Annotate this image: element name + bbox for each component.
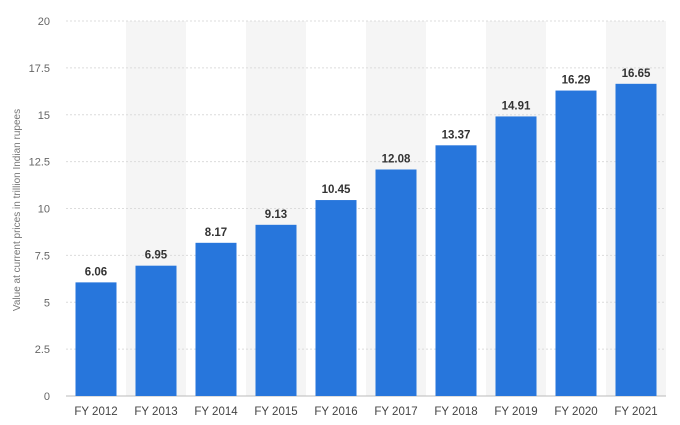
x-tick-label: FY 2012 xyxy=(74,406,117,418)
bar xyxy=(135,265,177,396)
data-label: 6.95 xyxy=(145,250,168,262)
x-tick-labels: FY 2012 FY 2013 FY 2014 FY 2015 FY 2016 FY 20… xyxy=(74,406,657,418)
data-label: 10.45 xyxy=(322,184,351,196)
y-tick-label: 12.5 xyxy=(29,157,50,169)
x-tick-label: FY 2019 xyxy=(494,406,537,418)
bar xyxy=(255,224,297,396)
bars xyxy=(75,83,657,396)
x-tick-label: FY 2020 xyxy=(554,406,597,418)
y-tick-label: 10 xyxy=(38,204,50,216)
data-label: 12.08 xyxy=(382,154,411,166)
data-label: 16.65 xyxy=(622,68,651,80)
bar xyxy=(315,200,357,396)
bar xyxy=(555,90,597,396)
data-label: 16.29 xyxy=(562,75,591,87)
data-label: 9.13 xyxy=(265,209,287,221)
y-tick-label: 5 xyxy=(44,297,50,309)
y-tick-label: 20 xyxy=(38,16,50,28)
x-tick-label: FY 2016 xyxy=(314,406,357,418)
data-label: 13.37 xyxy=(442,129,471,141)
bar xyxy=(195,242,237,396)
data-label: 14.91 xyxy=(502,100,531,112)
x-tick-label: FY 2017 xyxy=(374,406,417,418)
y-tick-labels: 0 2.5 5 7.5 10 12.5 15 17.5 20 xyxy=(29,16,50,403)
y-axis-title: Value at current prices in trillion Indi… xyxy=(12,109,23,311)
data-label: 6.06 xyxy=(85,266,107,278)
x-tick-label: FY 2015 xyxy=(254,406,297,418)
y-tick-label: 0 xyxy=(44,391,50,403)
bar xyxy=(435,145,477,396)
x-tick-label: FY 2021 xyxy=(614,406,657,418)
x-tick-label: FY 2013 xyxy=(134,406,177,418)
data-label: 8.17 xyxy=(205,227,227,239)
y-tick-label: 7.5 xyxy=(35,250,50,262)
y-tick-label: 17.5 xyxy=(29,63,50,75)
y-tick-label: 2.5 xyxy=(35,344,50,356)
bar xyxy=(615,83,657,396)
bar xyxy=(75,282,117,396)
bar xyxy=(495,116,537,396)
bar xyxy=(375,169,417,396)
x-tick-label: FY 2014 xyxy=(194,406,238,418)
y-tick-label: 15 xyxy=(38,110,50,122)
x-tick-label: FY 2018 xyxy=(434,406,477,418)
value-labels: 6.06 6.95 8.17 9.13 10.45 12.08 13.37 14.91 16.2… xyxy=(85,68,651,279)
